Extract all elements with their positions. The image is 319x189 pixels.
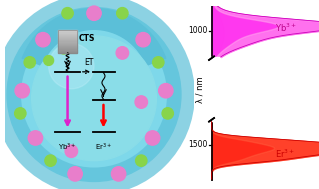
Bar [58,47,77,48]
Circle shape [116,47,129,59]
Bar [58,50,77,51]
Bar [58,40,77,42]
Bar [58,33,77,34]
Bar [58,31,77,33]
Bar [58,30,77,31]
Circle shape [162,108,174,119]
Bar [58,43,77,44]
Circle shape [136,33,150,47]
Circle shape [136,155,147,166]
Circle shape [7,8,181,181]
Circle shape [32,36,156,161]
Text: Yb$^{3+}$: Yb$^{3+}$ [58,142,77,153]
Circle shape [145,131,160,145]
Text: ET: ET [85,58,94,67]
Bar [58,38,77,39]
Circle shape [135,96,147,108]
Circle shape [28,131,43,145]
Circle shape [49,43,94,89]
Bar [58,30,77,53]
Circle shape [24,57,35,68]
Bar [58,39,77,40]
Circle shape [36,33,50,47]
Bar [58,52,77,53]
Circle shape [87,6,101,20]
Circle shape [62,8,73,19]
Circle shape [117,8,128,19]
Bar [58,35,77,36]
Text: Yb$^{3+}$: Yb$^{3+}$ [275,21,297,34]
Circle shape [45,155,56,166]
Text: Er$^{3+}$: Er$^{3+}$ [275,148,295,160]
Bar [58,42,77,43]
Text: 1000: 1000 [189,26,208,35]
Circle shape [111,167,126,181]
Circle shape [59,44,69,54]
Bar [58,37,77,38]
Bar [58,48,77,50]
Bar [58,45,77,46]
Circle shape [68,167,82,181]
Text: 1500: 1500 [189,140,208,149]
Circle shape [44,56,54,65]
Circle shape [65,145,78,157]
Text: λ / nm: λ / nm [195,77,204,103]
Text: CTS: CTS [79,34,95,43]
Bar [58,46,77,47]
Circle shape [152,57,164,68]
Text: Er$^{3+}$: Er$^{3+}$ [95,142,112,153]
Circle shape [159,84,173,98]
Bar [58,51,77,52]
Bar [58,36,77,37]
Circle shape [15,84,29,98]
Bar [58,34,77,35]
Circle shape [15,108,26,119]
Bar [58,44,77,45]
